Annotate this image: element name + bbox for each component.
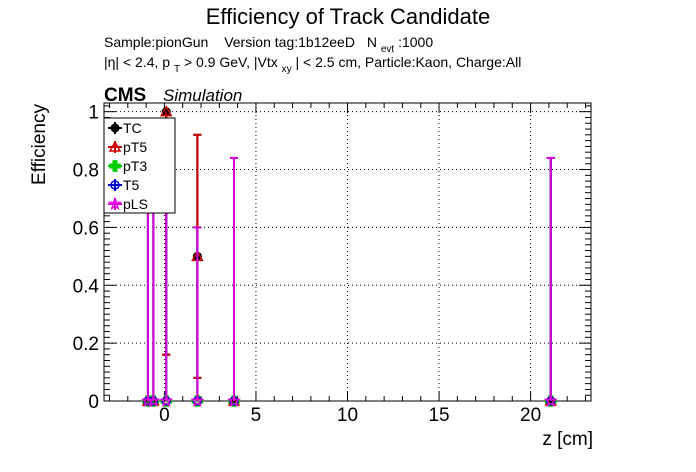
legend-marker-pt5 bbox=[108, 140, 122, 152]
y-tick-label-2: 0.4 bbox=[73, 276, 100, 297]
legend-item-t5: T5 bbox=[108, 177, 140, 193]
legend-marker-pls bbox=[107, 196, 123, 210]
subtitle-nevt-value: :1000 bbox=[398, 34, 433, 50]
subtitle-line-1: Sample:pionGun Version tag:1b12eeD N evt… bbox=[104, 34, 433, 55]
series-tc bbox=[143, 107, 556, 406]
legend-marker-pt3 bbox=[109, 160, 121, 172]
data-point-pls-4 bbox=[226, 393, 241, 407]
data-point-pls-1 bbox=[146, 393, 161, 407]
data-point-pls-3 bbox=[190, 393, 205, 407]
series-t5 bbox=[143, 156, 556, 406]
legend-label-pt5: pT5 bbox=[123, 139, 147, 155]
legend-item-pt3: pT3 bbox=[108, 158, 147, 174]
x-tick-label-1: 5 bbox=[251, 405, 262, 426]
x-tick-label-2: 10 bbox=[337, 405, 358, 426]
data-point-pls-2 bbox=[159, 393, 174, 407]
legend: TC pT5 pT3 T5 pLS bbox=[103, 117, 176, 214]
legend-item-pls: pLS bbox=[107, 196, 148, 212]
subtitle-line-2: |η| < 2.4, p T > 0.9 GeV, |Vtx xy | < 2.… bbox=[104, 54, 521, 75]
subtitle-vtx-sub: xy bbox=[282, 64, 292, 75]
series-layer bbox=[140, 105, 558, 407]
cms-label: CMS bbox=[104, 85, 146, 106]
data-point-pls-5 bbox=[543, 393, 558, 407]
chart-title: Efficiency of Track Candidate bbox=[206, 4, 491, 29]
subtitle-sample: Sample:pionGun bbox=[104, 34, 208, 50]
subtitle-rest: | < 2.5 cm, Particle:Kaon, Charge:All bbox=[296, 54, 522, 70]
y-tick-label-3: 0.6 bbox=[73, 218, 99, 239]
legend-label-pt3: pT3 bbox=[123, 158, 147, 174]
data-point-pt5-2 bbox=[159, 105, 173, 117]
x-tick-label-3: 15 bbox=[428, 405, 449, 426]
legend-marker-t5 bbox=[110, 180, 120, 190]
series-pt5 bbox=[141, 105, 557, 406]
x-axis-label: z [cm] bbox=[542, 429, 593, 450]
y-axis-label: Efficiency bbox=[29, 104, 50, 185]
error-bar-pls-3 bbox=[193, 226, 202, 401]
legend-label-pls: pLS bbox=[123, 196, 148, 212]
y-tick-label-4: 0.8 bbox=[73, 161, 99, 182]
legend-item-tc: TC bbox=[108, 120, 142, 136]
legend-item-pt5: pT5 bbox=[108, 139, 147, 155]
y-tick-label-0: 0 bbox=[88, 392, 99, 413]
error-bar-pls-5 bbox=[546, 156, 555, 401]
subtitle-pt-sub: T bbox=[174, 64, 180, 75]
subtitle-nevt-sub: evt bbox=[381, 44, 395, 55]
error-bar-pls-4 bbox=[229, 156, 238, 401]
x-tick-label-0: 0 bbox=[159, 405, 170, 426]
y-tick-label-1: 0.2 bbox=[73, 334, 99, 355]
subtitle-pt-rest: > 0.9 GeV, |Vtx bbox=[184, 54, 278, 70]
subtitle-nevt-prefix: N bbox=[367, 34, 377, 50]
series-pls bbox=[140, 156, 558, 407]
subtitle-version: Version tag:1b12eeD bbox=[224, 34, 355, 50]
legend-marker-tc bbox=[110, 123, 120, 133]
legend-label-t5: T5 bbox=[123, 177, 140, 193]
series-pt3 bbox=[142, 156, 557, 407]
legend-label-tc: TC bbox=[123, 120, 142, 136]
axis-layer: 0 5 10 15 20 0 0.2 0.4 0.6 0.8 1 bbox=[73, 102, 592, 426]
simulation-label: Simulation bbox=[163, 86, 242, 105]
x-tick-label-4: 20 bbox=[520, 405, 541, 426]
y-tick-label-5: 1 bbox=[88, 103, 99, 124]
subtitle-eta: |η| < 2.4, p bbox=[104, 54, 170, 70]
grid-layer bbox=[104, 103, 591, 402]
